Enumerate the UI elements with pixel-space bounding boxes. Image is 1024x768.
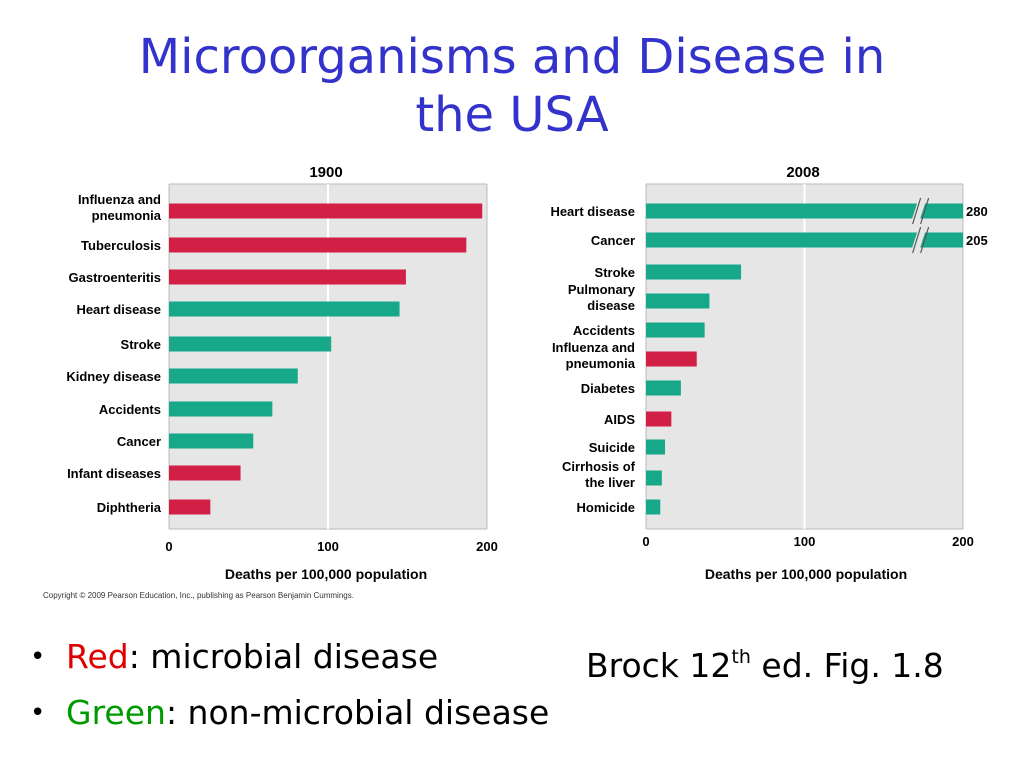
reference-superscript: th [731, 646, 751, 668]
copyright-notice: Copyright © 2009 Pearson Education, Inc.… [43, 591, 354, 600]
legend-item-green: • Green: non-microbial disease [30, 688, 549, 744]
category-label: Cancer [117, 434, 161, 449]
category-label: Diphtheria [97, 500, 162, 515]
data-label: 280 [966, 204, 988, 219]
category-label: Influenza and [552, 340, 635, 355]
x-axis-label: Deaths per 100,000 population [705, 566, 907, 582]
bar-gastroenteritis [169, 269, 406, 285]
legend-green-word: Green [66, 693, 166, 732]
tick-label: 200 [476, 539, 498, 554]
bar-accidents [169, 401, 273, 417]
reference-text: Brock 12 [586, 646, 732, 685]
category-label: Cancer [591, 233, 635, 248]
category-label: the liver [585, 475, 635, 490]
category-label: Infant diseases [67, 466, 161, 481]
bar-stroke [646, 264, 742, 280]
category-label: disease [587, 298, 635, 313]
legend-bullets: • Red: microbial disease • Green: non-micr… [30, 632, 549, 744]
tick-label: 100 [317, 539, 339, 554]
data-label: 205 [966, 233, 988, 248]
bar-aids [646, 411, 672, 427]
bullet-icon: • [30, 698, 46, 728]
category-label: Homicide [576, 500, 635, 515]
bar-cancer [169, 433, 254, 449]
slide-title-line-1: Microorganisms and Disease in [138, 29, 886, 85]
category-label: Cirrhosis of [562, 459, 636, 474]
category-label: Heart disease [76, 302, 161, 317]
bar-influenza-and-pneumonia [169, 203, 483, 219]
figure-reference: Brock 12th ed. Fig. 1.8 [586, 632, 944, 691]
bar-infant-diseases [169, 465, 241, 481]
bar-pulmonary-disease [646, 293, 710, 309]
bar-kidney-disease [169, 368, 298, 384]
category-label: Diabetes [581, 381, 635, 396]
tick-label: 0 [642, 534, 649, 549]
axis-break-mark [920, 197, 930, 225]
legend-red-text: : microbial disease [128, 637, 439, 676]
category-label: Gastroenteritis [69, 270, 161, 285]
category-label: AIDS [604, 412, 635, 427]
legend-red-word: Red [66, 637, 129, 676]
category-label: Influenza and [78, 192, 161, 207]
legend-item-red: • Red: microbial disease [30, 632, 549, 688]
x-axis-label: Deaths per 100,000 population [225, 566, 427, 582]
tick-label: 100 [794, 534, 816, 549]
axis-break-mark [912, 226, 922, 254]
slide-title: Microorganisms and Disease in the USA [0, 28, 1024, 144]
category-label: pneumonia [566, 356, 636, 371]
bar-diphtheria [169, 499, 211, 515]
bar-heart-disease [646, 203, 963, 219]
category-label: Tuberculosis [81, 238, 161, 253]
slide-title-line-2: the USA [415, 87, 609, 143]
reference-text-end: ed. Fig. 1.8 [750, 646, 944, 685]
category-label: Suicide [589, 440, 635, 455]
tick-label: 0 [165, 539, 172, 554]
bar-heart-disease [169, 301, 400, 317]
category-label: Pulmonary [568, 282, 636, 297]
category-label: Heart disease [550, 204, 635, 219]
bar-accidents [646, 322, 705, 338]
category-label: Kidney disease [66, 369, 161, 384]
bar-suicide [646, 439, 666, 455]
bar-homicide [646, 499, 661, 515]
bar-cancer [646, 232, 963, 248]
bar-cirrhosis-of-the-liver [646, 470, 662, 486]
bullet-icon: • [30, 642, 46, 672]
category-label: pneumonia [92, 208, 162, 223]
axis-break-mark [920, 226, 930, 254]
bar-diabetes [646, 380, 681, 396]
chart-title: 1900 [309, 164, 342, 181]
category-label: Accidents [573, 323, 635, 338]
legend-green-text: : non-microbial disease [165, 693, 550, 732]
tick-label: 200 [952, 534, 974, 549]
chart-title: 2008 [786, 164, 819, 181]
bar-stroke [169, 336, 332, 352]
bar-tuberculosis [169, 237, 467, 253]
category-label: Stroke [595, 265, 635, 280]
bar-influenza-and-pneumonia [646, 351, 697, 367]
category-label: Stroke [121, 337, 161, 352]
axis-break-mark [912, 197, 922, 225]
category-label: Accidents [99, 402, 161, 417]
